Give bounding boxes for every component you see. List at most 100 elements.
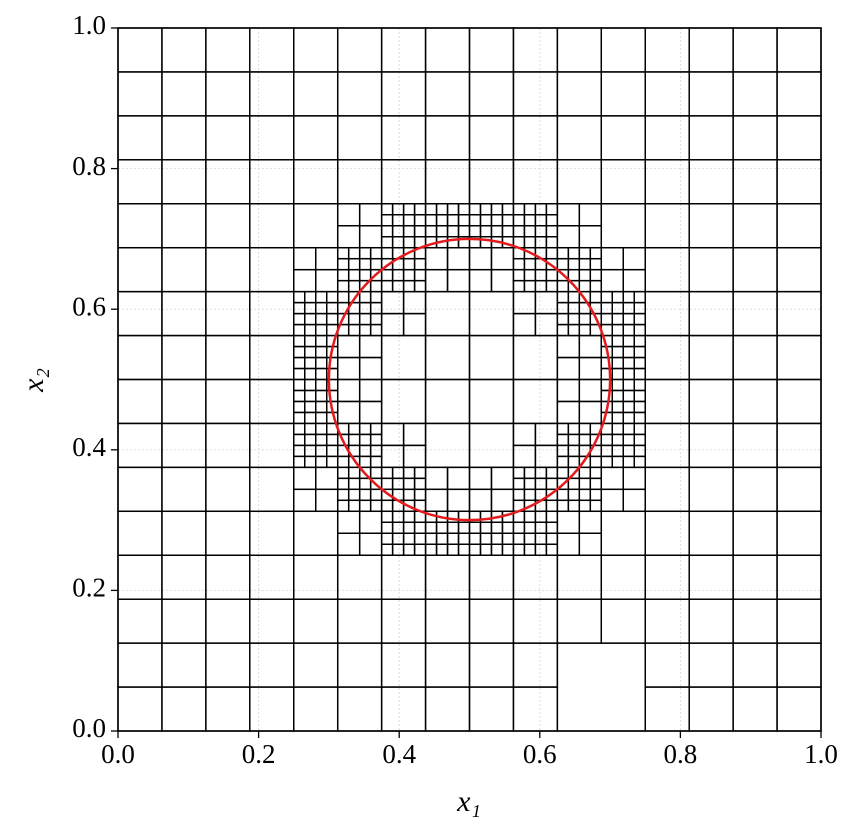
mesh-cell [117,334,163,381]
mesh-cell [369,279,383,293]
mesh-cell [611,400,624,414]
mesh-cell [501,543,515,556]
mesh-cell [424,246,449,271]
mesh-cell [293,598,339,644]
mesh-cell [512,214,526,227]
mesh-cell [600,554,646,600]
mesh-cell [315,334,328,348]
mesh-cell [490,532,504,545]
mesh-cell [161,378,207,425]
x-tick-label: 0.0 [101,739,135,769]
mesh-cell [567,455,581,469]
mesh-cell [622,389,635,403]
mesh-cell [336,356,361,381]
mesh-cell [732,290,778,337]
mesh-cell [380,477,394,491]
mesh-cell [644,510,690,556]
mesh-cell [644,642,690,688]
mesh-cell [512,598,559,644]
mesh-cell [369,433,383,447]
mesh-cell [776,334,822,381]
mesh-cell [589,488,603,502]
mesh-cell [479,203,493,216]
mesh-cell [424,543,438,556]
x-tick-label: 0.4 [382,739,416,769]
mesh-cell [523,214,537,227]
mesh-cell [161,686,207,732]
mesh-cell [600,203,646,249]
mesh-cell [468,27,515,73]
mesh-cell [622,444,635,458]
mesh-cell [326,444,339,458]
mesh-cell [556,312,570,326]
mesh-cell [468,686,515,732]
mesh-cell [402,532,416,545]
mesh-cell [556,203,581,227]
x-tick-label: 0.8 [664,739,698,769]
mesh-cell [644,686,690,732]
mesh-cell [633,433,646,447]
mesh-cell [589,499,603,513]
mesh-cell [446,203,460,216]
mesh-cell [315,433,328,447]
mesh-cell [413,521,427,534]
mesh-cell [205,554,251,600]
mesh-cell [446,488,471,513]
mesh-cell [347,312,361,326]
mesh-cell [336,203,361,227]
mesh-cell [688,554,734,600]
mesh-cell [534,268,548,282]
mesh-cell [468,466,493,491]
mesh-cell [336,554,383,600]
mesh-cell [523,532,537,545]
mesh-cell [413,543,427,556]
mesh-cell [205,159,251,205]
mesh-cell [512,279,526,293]
mesh-cell [776,246,822,293]
mesh-cell [205,246,251,293]
mesh-cell [413,214,427,227]
mesh-cell [633,290,646,304]
mesh-cell [622,488,646,513]
mesh-cell [622,323,635,337]
circle [327,237,612,522]
mesh-cell [567,290,581,304]
mesh-cell [249,71,295,117]
mesh-cell [468,422,515,469]
mesh-cell [600,301,613,315]
mesh-cell [468,290,515,337]
mesh-cell [534,466,548,480]
mesh-cell [578,268,592,282]
mesh-cell [622,290,635,304]
mesh-cell [304,345,317,359]
mesh-cell [161,422,207,469]
mesh-cell [358,444,372,458]
mesh-cell [523,466,537,480]
mesh-cell [578,532,603,556]
mesh-cell [435,532,449,545]
mesh-cell [776,27,822,73]
mesh-cell [512,159,559,205]
mesh-cell [304,455,317,469]
mesh-cell [600,246,624,271]
mesh-cell [644,115,690,161]
mesh-cell [402,290,427,315]
mesh-cell [776,115,822,161]
mesh-cell [567,433,581,447]
mesh-cell [380,214,394,227]
mesh-cell [391,532,405,545]
mesh-cell [293,378,306,392]
mesh-cell [380,444,405,469]
mesh-cell [205,27,251,73]
mesh-cell [776,642,822,688]
mesh-cell [336,488,350,502]
mesh-cell [435,225,449,238]
mesh-cell [435,203,449,216]
mesh-cell [490,214,504,227]
mesh-cell [347,477,361,491]
mesh-cell [380,279,394,293]
mesh-cell [304,323,317,337]
mesh-cell [293,488,317,513]
mesh-cell [600,115,646,161]
mesh-cell [468,488,493,513]
